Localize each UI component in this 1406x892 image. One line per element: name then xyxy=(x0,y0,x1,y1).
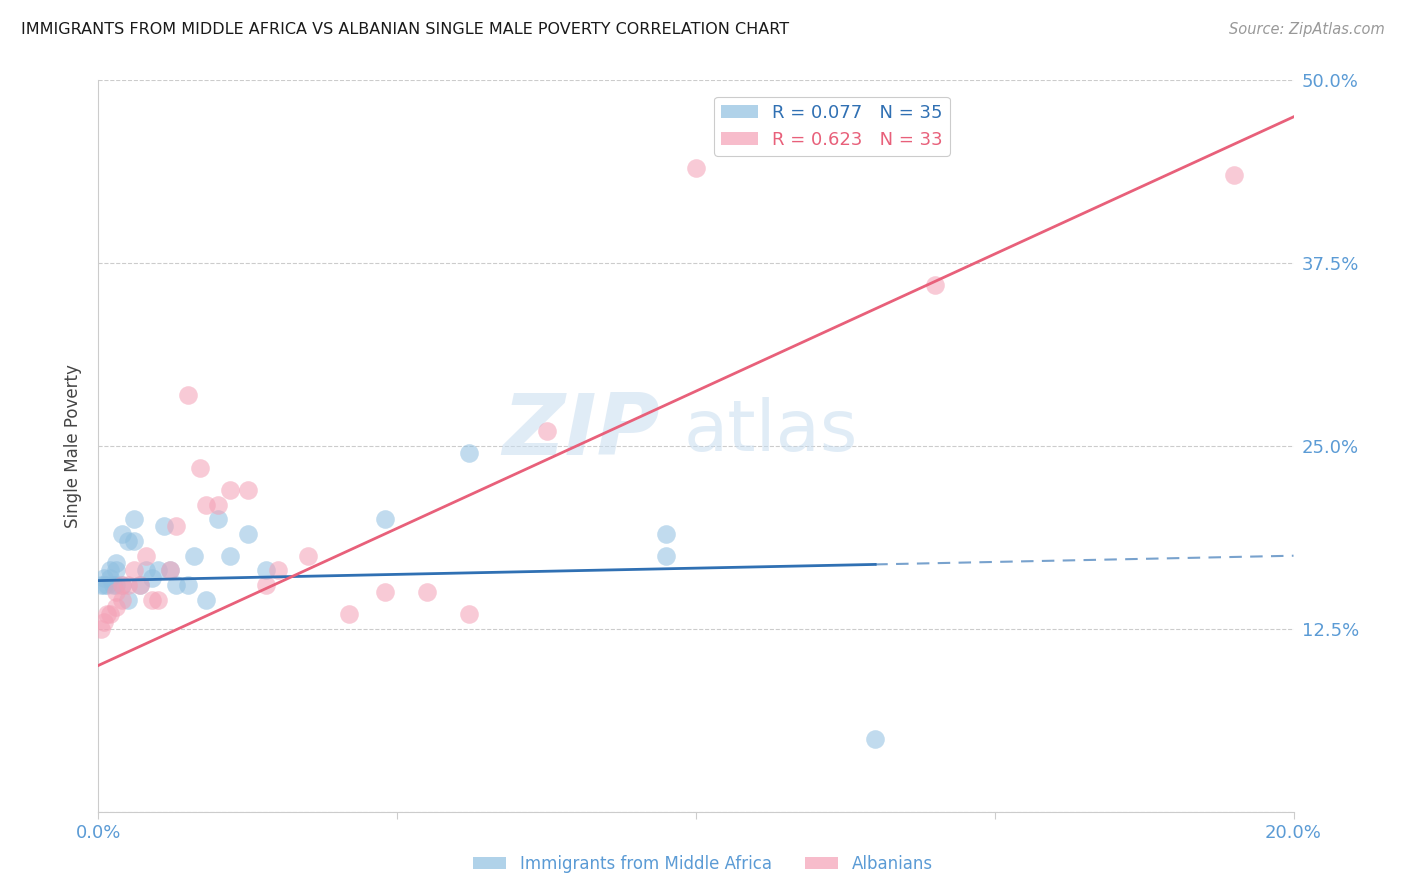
Text: ZIP: ZIP xyxy=(502,390,661,473)
Point xyxy=(105,599,128,614)
Point xyxy=(105,556,128,570)
Point xyxy=(924,278,946,293)
Point xyxy=(536,425,558,439)
Point xyxy=(195,498,218,512)
Point xyxy=(159,563,181,577)
Point xyxy=(254,563,277,577)
Point xyxy=(141,592,163,607)
Point xyxy=(124,512,146,526)
Point xyxy=(339,607,361,622)
Legend: Immigrants from Middle Africa, Albanians: Immigrants from Middle Africa, Albanians xyxy=(467,848,939,880)
Point xyxy=(129,578,152,592)
Point xyxy=(96,607,118,622)
Point xyxy=(1223,169,1246,183)
Point xyxy=(93,571,115,585)
Point xyxy=(458,446,481,460)
Point xyxy=(159,563,181,577)
Point xyxy=(685,161,707,175)
Point xyxy=(98,607,122,622)
Point xyxy=(111,578,134,592)
Point xyxy=(98,571,122,585)
Point xyxy=(90,622,112,636)
Point xyxy=(124,534,146,549)
Point xyxy=(93,615,115,629)
Point xyxy=(98,563,122,577)
Point xyxy=(96,578,118,592)
Point xyxy=(135,563,157,577)
Legend: R = 0.077   N = 35, R = 0.623   N = 33: R = 0.077 N = 35, R = 0.623 N = 33 xyxy=(714,96,950,156)
Point xyxy=(111,578,134,592)
Point xyxy=(148,563,170,577)
Point xyxy=(374,585,396,599)
Point xyxy=(93,578,115,592)
Text: Source: ZipAtlas.com: Source: ZipAtlas.com xyxy=(1229,22,1385,37)
Point xyxy=(655,549,678,563)
Text: atlas: atlas xyxy=(685,397,859,466)
Point xyxy=(165,519,187,533)
Point xyxy=(135,549,157,563)
Point xyxy=(105,563,128,577)
Point xyxy=(236,483,259,497)
Point xyxy=(219,549,242,563)
Point xyxy=(124,563,146,577)
Point xyxy=(90,578,112,592)
Point xyxy=(111,526,134,541)
Point xyxy=(297,549,319,563)
Point xyxy=(165,578,187,592)
Point xyxy=(416,585,439,599)
Point xyxy=(374,512,396,526)
Point xyxy=(254,578,277,592)
Point xyxy=(148,592,170,607)
Point xyxy=(267,563,290,577)
Point xyxy=(117,578,139,592)
Point xyxy=(207,512,229,526)
Point xyxy=(153,519,176,533)
Point xyxy=(177,388,200,402)
Point xyxy=(105,578,128,592)
Point xyxy=(103,578,125,592)
Point xyxy=(236,526,259,541)
Point xyxy=(188,461,211,475)
Point xyxy=(111,592,134,607)
Point xyxy=(177,578,200,592)
Point xyxy=(117,534,139,549)
Point xyxy=(195,592,218,607)
Point xyxy=(655,526,678,541)
Point xyxy=(183,549,205,563)
Point xyxy=(117,592,139,607)
Point xyxy=(129,578,152,592)
Point xyxy=(865,731,887,746)
Point xyxy=(207,498,229,512)
Point xyxy=(105,585,128,599)
Y-axis label: Single Male Poverty: Single Male Poverty xyxy=(65,364,83,528)
Point xyxy=(141,571,163,585)
Point xyxy=(458,607,481,622)
Point xyxy=(219,483,242,497)
Text: IMMIGRANTS FROM MIDDLE AFRICA VS ALBANIAN SINGLE MALE POVERTY CORRELATION CHART: IMMIGRANTS FROM MIDDLE AFRICA VS ALBANIA… xyxy=(21,22,789,37)
